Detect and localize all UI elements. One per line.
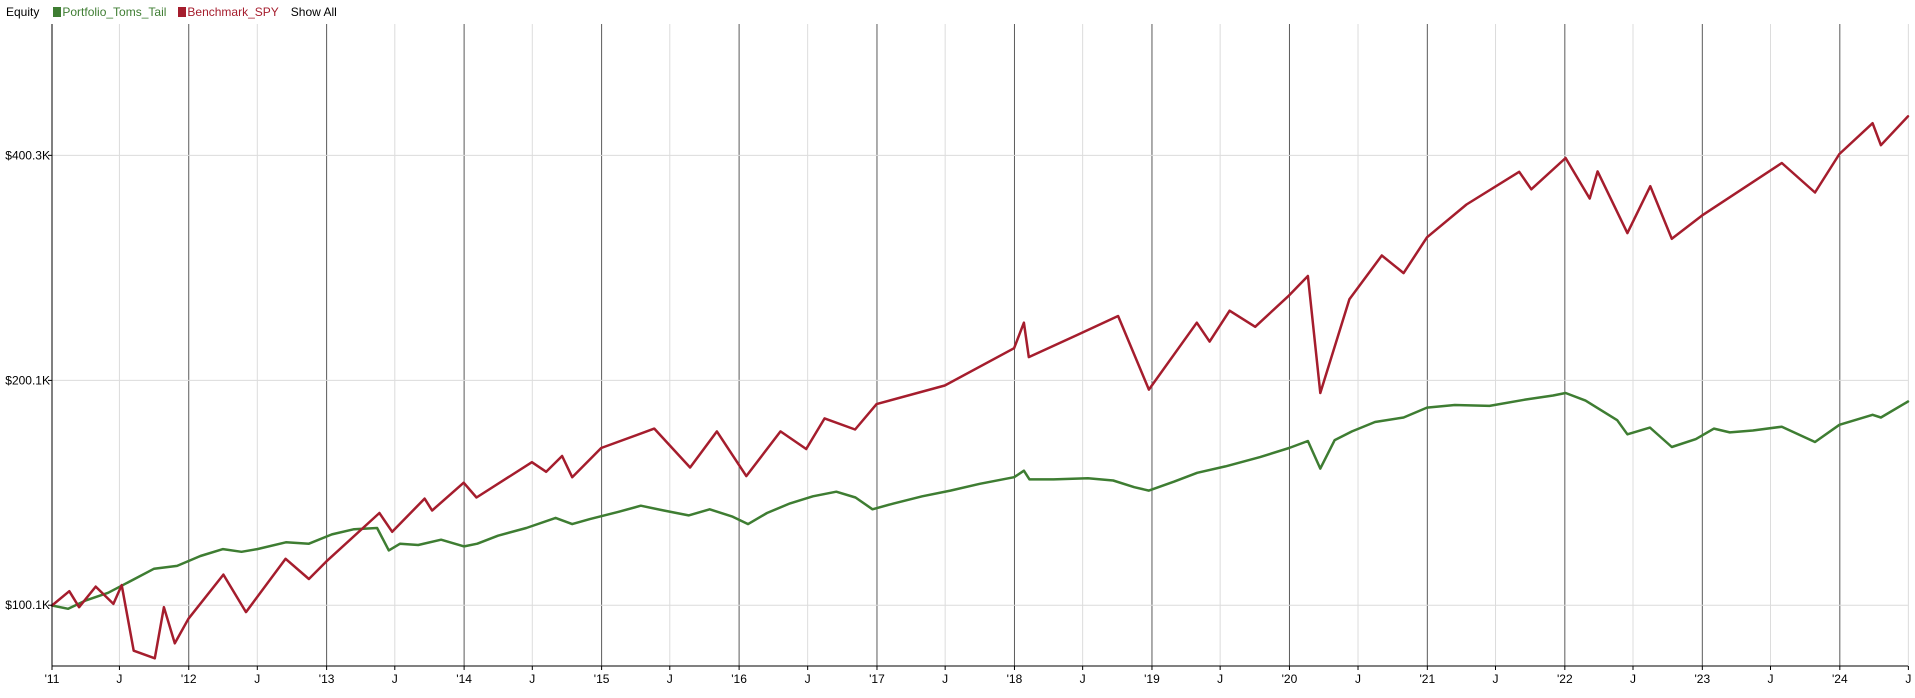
portfolio-equity-line (50, 391, 1910, 611)
x-tick-label: J (1217, 672, 1223, 686)
legend-item-portfolio[interactable]: Portfolio_Toms_Tail (53, 5, 166, 19)
grid-layer (52, 24, 1909, 666)
x-tick-label: '13 (319, 672, 335, 686)
x-tick-label: '12 (181, 672, 197, 686)
x-tick-label: '18 (1007, 672, 1023, 686)
x-tick-label: '23 (1695, 672, 1711, 686)
x-tick-label: J (667, 672, 673, 686)
axis-layer: '11 J '12 J '13 J '14 J '15 J '16 J '17 J '18 J '19 J '20 J… (5, 24, 1911, 686)
legend-label-benchmark: Benchmark_SPY (187, 5, 279, 19)
series-layer (50, 115, 1910, 660)
y-tick-label: $400.3K (5, 148, 50, 162)
legend-item-benchmark[interactable]: Benchmark_SPY (178, 5, 279, 19)
x-tick-label: '15 (594, 672, 610, 686)
y-tick-label: $100.1K (5, 598, 50, 612)
chart-legend: Equity Portfolio_Toms_Tail Benchmark_SPY… (6, 4, 337, 20)
x-tick-label: J (1768, 672, 1774, 686)
x-tick-label: J (254, 672, 260, 686)
x-tick-label: J (1493, 672, 1499, 686)
x-tick-label: J (392, 672, 398, 686)
x-tick-label: '14 (456, 672, 472, 686)
x-tick-label: '16 (731, 672, 747, 686)
x-tick-label: '17 (869, 672, 885, 686)
legend-swatch-portfolio (53, 7, 62, 17)
x-tick-label: '24 (1832, 672, 1848, 686)
x-tick-label: J (1630, 672, 1636, 686)
legend-swatch-benchmark (178, 7, 187, 17)
x-tick-label: J (1905, 672, 1911, 686)
legend-title: Equity (6, 5, 40, 19)
x-tick-label: '11 (45, 672, 60, 686)
y-tick-label: $200.1K (5, 373, 50, 387)
x-tick-label: J (805, 672, 811, 686)
x-tick-label: '22 (1557, 672, 1573, 686)
legend-label-portfolio: Portfolio_Toms_Tail (62, 5, 167, 19)
x-tick-label: J (116, 672, 122, 686)
show-all-button[interactable]: Show All (290, 5, 337, 19)
x-tick-label: '19 (1144, 672, 1160, 686)
x-tick-label: '21 (1420, 672, 1436, 686)
x-tick-label: J (942, 672, 948, 686)
x-tick-label: J (1355, 672, 1361, 686)
x-tick-label: J (529, 672, 535, 686)
x-tick-label: '20 (1282, 672, 1298, 686)
benchmark-equity-line (50, 115, 1910, 660)
x-tick-label: J (1080, 672, 1086, 686)
